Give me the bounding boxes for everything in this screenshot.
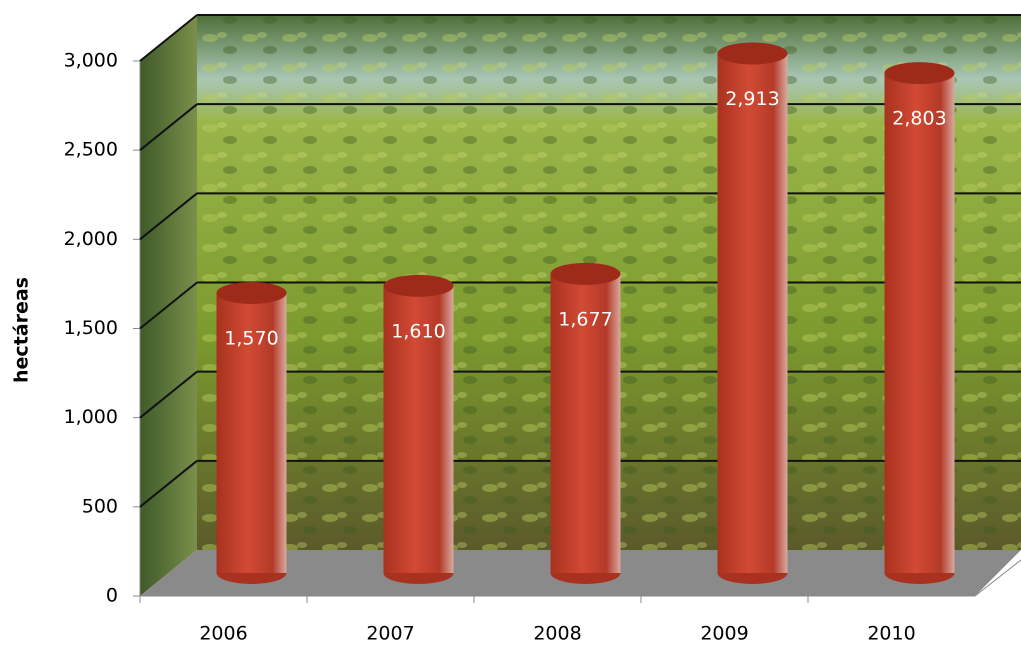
- bar: [383, 285, 454, 573]
- bar-top: [550, 262, 621, 285]
- bar: [216, 293, 287, 573]
- y-tick-label: 1,000: [64, 406, 118, 428]
- y-axis-title: hectáreas: [11, 277, 33, 383]
- grid-line: [139, 281, 198, 330]
- y-tick-label: 3,000: [64, 50, 118, 72]
- x-tick-label: 2007: [366, 623, 414, 645]
- y-tick-label: 500: [82, 495, 118, 517]
- bar-top: [884, 62, 955, 85]
- bar-top: [717, 42, 788, 65]
- value-label: 2,913: [725, 88, 779, 110]
- y-tick-label: 2,500: [64, 139, 118, 161]
- y-tick-label: 0: [106, 585, 118, 607]
- value-label: 2,803: [892, 108, 946, 130]
- bar-top: [216, 282, 287, 305]
- value-label: 1,610: [391, 320, 445, 342]
- grid-line: [139, 460, 198, 508]
- bar: [550, 273, 621, 573]
- bar-top: [383, 274, 454, 297]
- x-tick-label: 2010: [867, 623, 915, 645]
- bar: [717, 53, 788, 573]
- grid-line: [139, 192, 198, 241]
- y-tick-label: 1,500: [64, 317, 118, 339]
- grid-line: [139, 103, 198, 151]
- x-axis-edge: [974, 559, 1021, 597]
- value-label: 1,677: [558, 308, 612, 330]
- x-tick-label: 2008: [533, 623, 581, 645]
- bar: [884, 73, 955, 574]
- grid-line: [139, 370, 198, 419]
- y-tick-label: 2,000: [64, 228, 118, 250]
- x-tick-label: 2009: [700, 623, 748, 645]
- x-tick-label: 2006: [199, 623, 247, 645]
- value-label: 1,570: [224, 328, 278, 350]
- grid-line: [139, 14, 198, 62]
